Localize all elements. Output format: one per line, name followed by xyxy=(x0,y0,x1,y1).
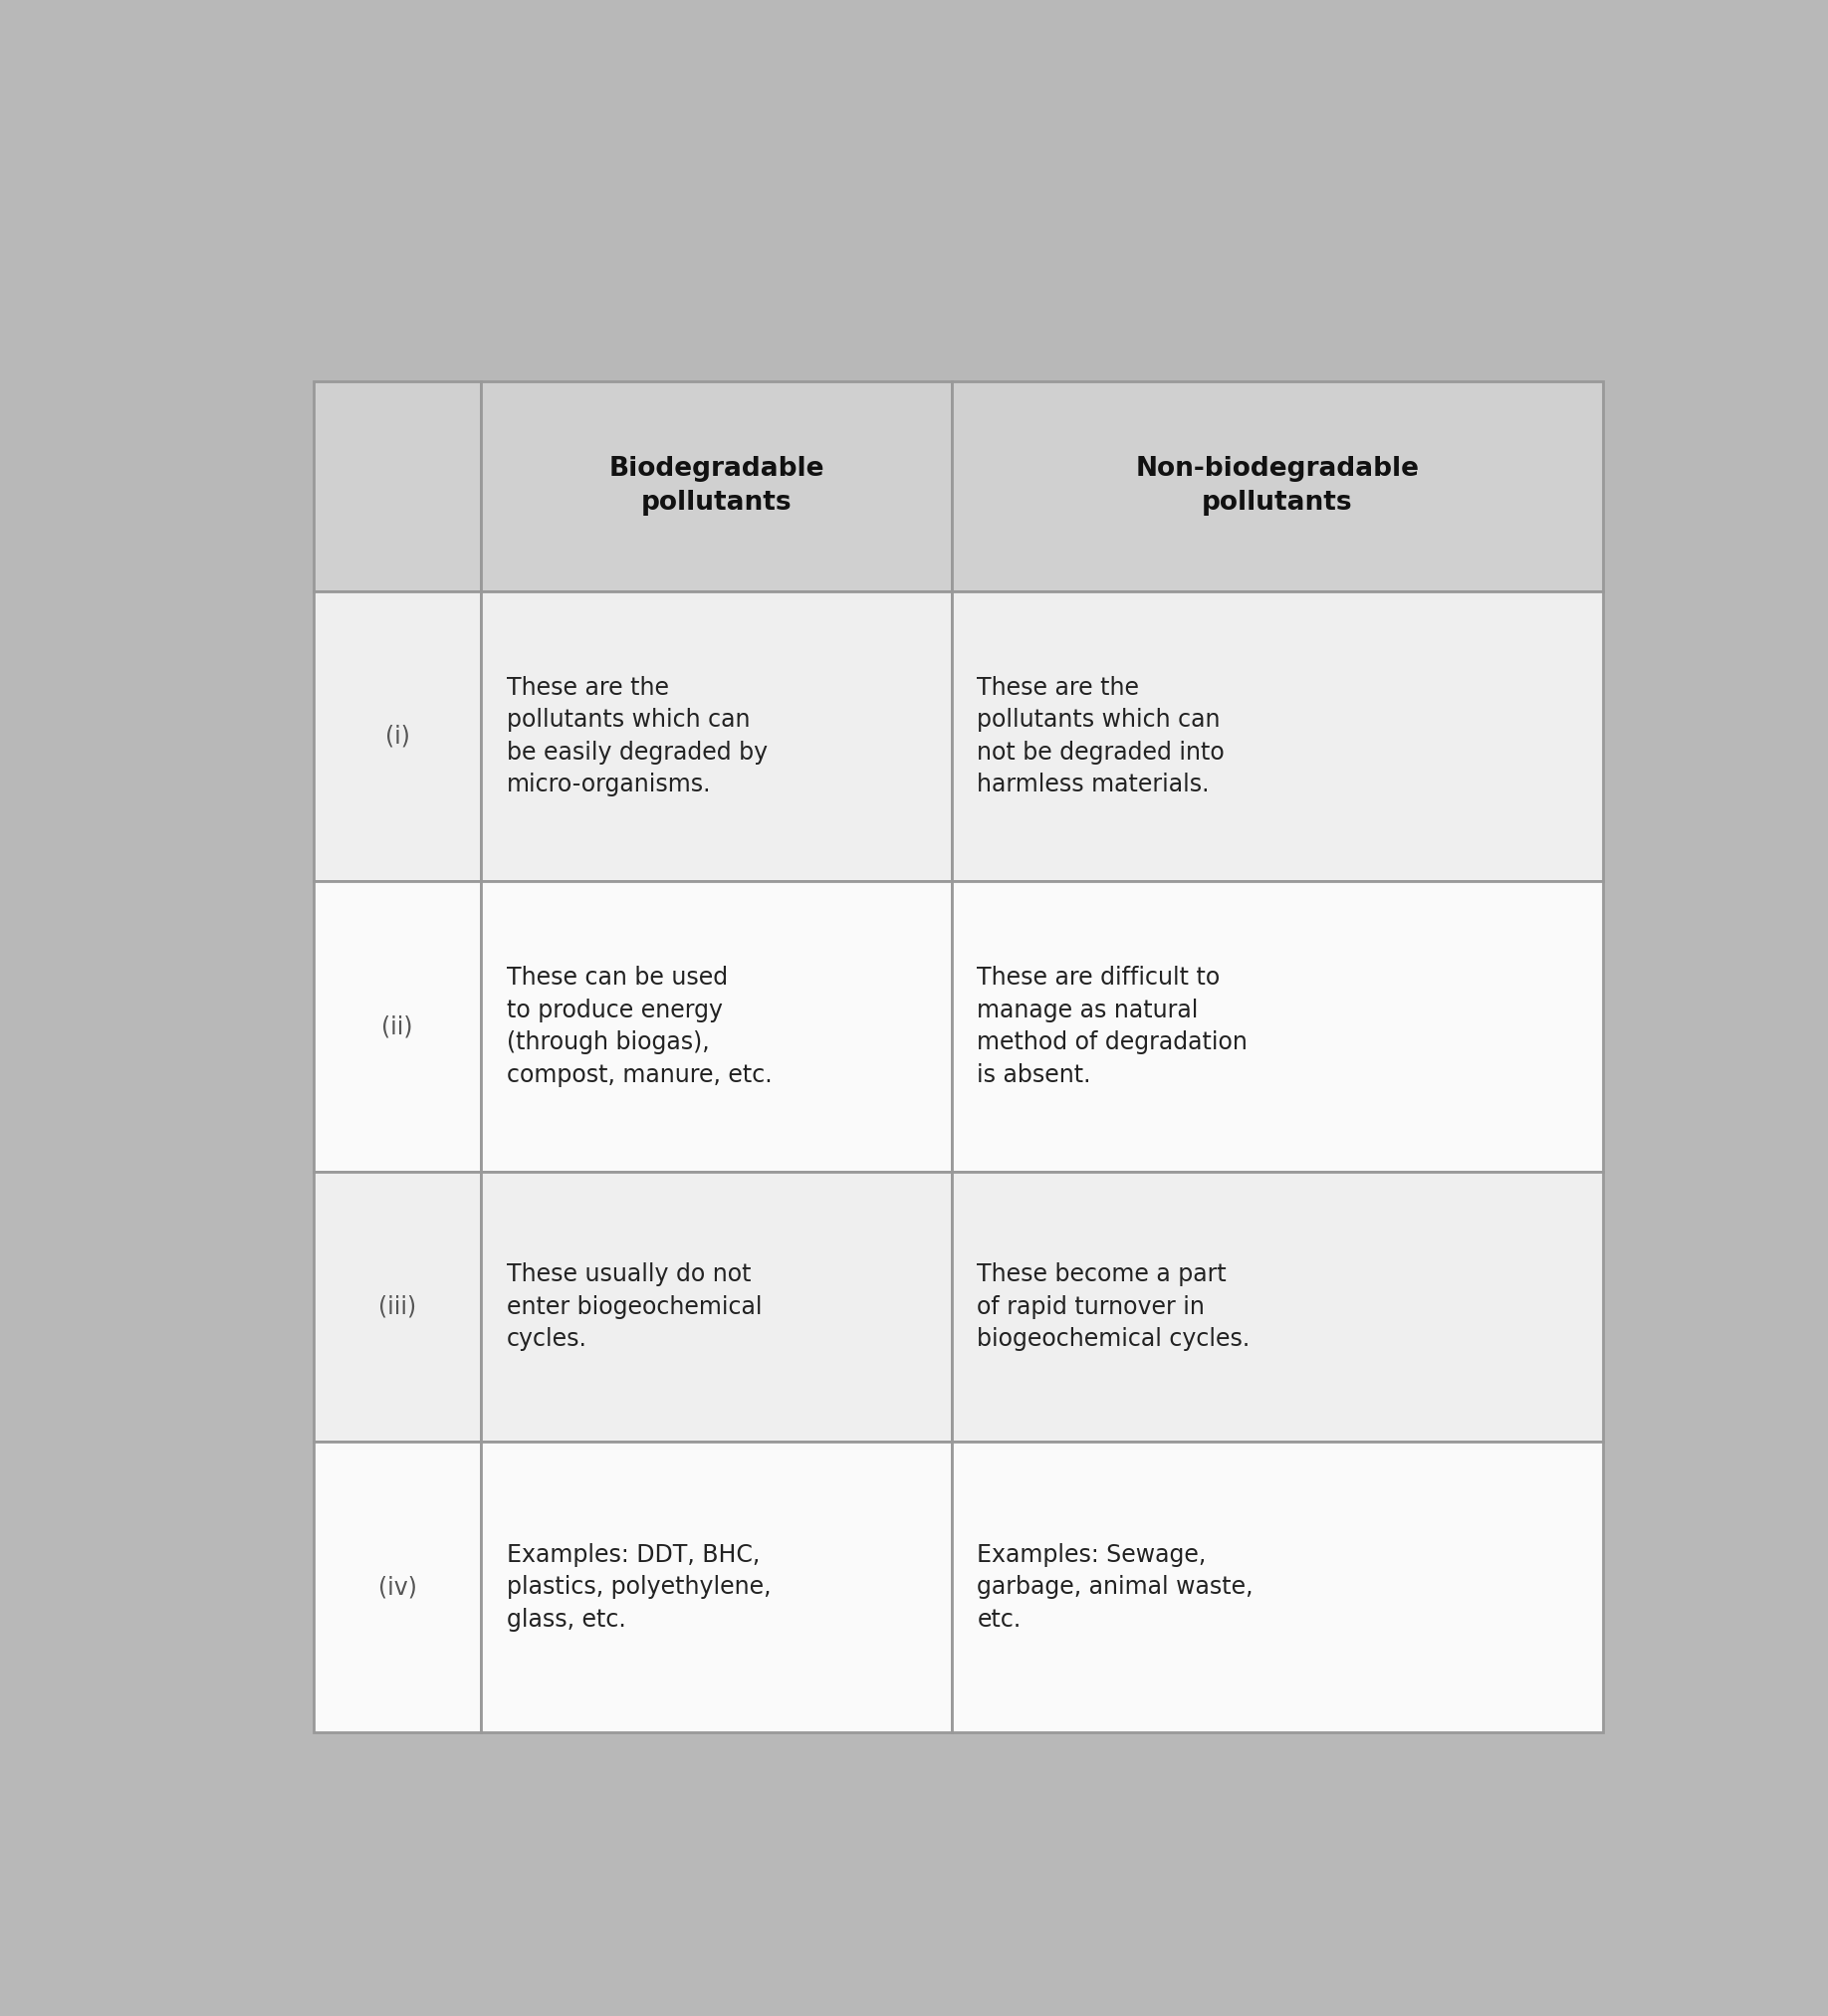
Text: Examples: DDT, BHC,
plastics, polyethylene,
glass, etc.: Examples: DDT, BHC, plastics, polyethyle… xyxy=(506,1542,771,1631)
Text: Examples: Sewage,
garbage, animal waste,
etc.: Examples: Sewage, garbage, animal waste,… xyxy=(978,1542,1254,1631)
FancyBboxPatch shape xyxy=(314,881,481,1171)
Text: (iii): (iii) xyxy=(378,1294,417,1318)
FancyBboxPatch shape xyxy=(952,381,1603,591)
FancyBboxPatch shape xyxy=(481,591,952,881)
FancyBboxPatch shape xyxy=(481,1171,952,1441)
FancyBboxPatch shape xyxy=(481,381,952,591)
Text: Biodegradable
pollutants: Biodegradable pollutants xyxy=(609,456,824,516)
FancyBboxPatch shape xyxy=(314,591,481,881)
Text: These become a part
of rapid turnover in
biogeochemical cycles.: These become a part of rapid turnover in… xyxy=(978,1262,1250,1351)
Text: These are difficult to
manage as natural
method of degradation
is absent.: These are difficult to manage as natural… xyxy=(978,966,1249,1087)
FancyBboxPatch shape xyxy=(952,1441,1603,1732)
Text: These can be used
to produce energy
(through biogas),
compost, manure, etc.: These can be used to produce energy (thr… xyxy=(506,966,771,1087)
FancyBboxPatch shape xyxy=(481,1441,952,1732)
Text: (i): (i) xyxy=(386,724,409,748)
Text: These usually do not
enter biogeochemical
cycles.: These usually do not enter biogeochemica… xyxy=(506,1262,762,1351)
FancyBboxPatch shape xyxy=(314,1441,481,1732)
FancyBboxPatch shape xyxy=(952,1171,1603,1441)
Text: These are the
pollutants which can
be easily degraded by
micro-organisms.: These are the pollutants which can be ea… xyxy=(506,675,768,796)
Text: (ii): (ii) xyxy=(382,1014,413,1038)
FancyBboxPatch shape xyxy=(481,881,952,1171)
FancyBboxPatch shape xyxy=(314,1171,481,1441)
FancyBboxPatch shape xyxy=(314,381,481,591)
Text: These are the
pollutants which can
not be degraded into
harmless materials.: These are the pollutants which can not b… xyxy=(978,675,1225,796)
FancyBboxPatch shape xyxy=(952,591,1603,881)
FancyBboxPatch shape xyxy=(952,881,1603,1171)
Text: (iv): (iv) xyxy=(378,1574,417,1599)
Text: Non-biodegradable
pollutants: Non-biodegradable pollutants xyxy=(1135,456,1419,516)
